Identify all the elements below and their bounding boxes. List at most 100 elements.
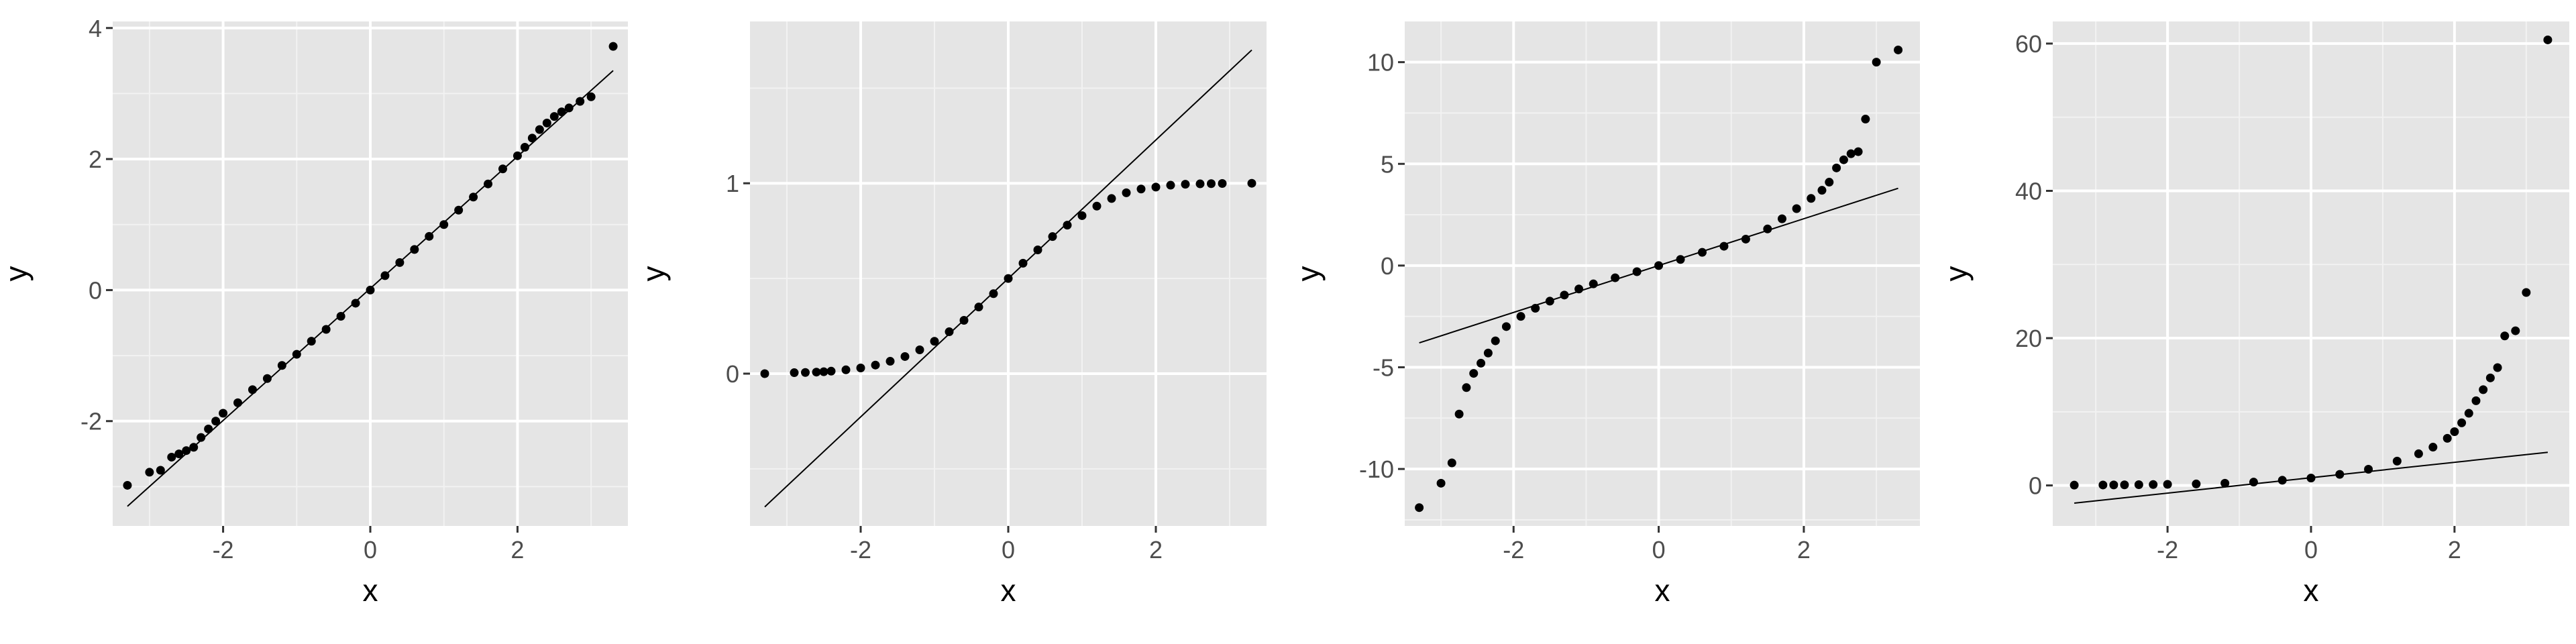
qq-point: [1491, 336, 1500, 345]
qq-point: [1483, 348, 1493, 358]
qq-point: [2098, 480, 2108, 490]
qq-point: [1719, 241, 1729, 251]
x-tick-label: 0: [364, 536, 377, 564]
qq-point: [760, 369, 769, 378]
qq-point: [1033, 246, 1042, 255]
qq-point: [801, 368, 810, 377]
qq-point: [336, 311, 345, 321]
qq-point: [989, 289, 998, 299]
qq-point: [1839, 155, 1848, 164]
qq-point: [2120, 480, 2129, 490]
qq-point: [1151, 182, 1161, 192]
qq-point: [1516, 312, 1525, 321]
qq-point: [826, 366, 836, 376]
qq-point: [454, 205, 464, 215]
qq-point: [930, 337, 939, 346]
y-tick-label: 0: [89, 276, 102, 304]
qq-point: [2471, 396, 2481, 405]
y-axis-title: y: [1939, 266, 1974, 282]
qq-points: [760, 178, 1256, 378]
qq-point: [2163, 480, 2172, 489]
qq-point: [219, 409, 228, 418]
qq-point: [292, 350, 301, 359]
qq-point: [156, 466, 165, 475]
qq-point: [366, 285, 375, 294]
x-tick-label: -2: [213, 536, 234, 564]
qq-point: [1207, 179, 1216, 189]
qq-point: [1654, 261, 1664, 270]
qq-point: [535, 125, 544, 134]
qq-point: [513, 151, 522, 160]
qq-point: [915, 345, 924, 355]
qq-point: [885, 357, 895, 366]
qq-point: [174, 449, 184, 459]
qq-point: [262, 374, 272, 383]
qq-point: [2109, 480, 2118, 490]
qq-point: [2450, 427, 2459, 436]
qq-point: [277, 361, 286, 370]
qq-point: [1247, 178, 1256, 188]
qq-point: [959, 316, 969, 325]
qq-point: [1136, 184, 1146, 194]
qq-point: [1574, 284, 1584, 294]
qq-point: [790, 368, 799, 378]
qq-point: [1048, 232, 1057, 241]
qq-point: [1807, 194, 1816, 203]
qq-point: [1447, 458, 1456, 468]
qq-point: [484, 179, 493, 189]
qq-point: [945, 327, 954, 337]
qq-plot-panel-3: -2 0 2 -10 -5 0 5 10 x y: [1291, 21, 1920, 608]
x-axis-title: x: [1655, 573, 1670, 608]
qq-point: [469, 193, 478, 202]
qq-point: [2414, 449, 2423, 458]
qq-point: [812, 368, 821, 377]
qq-point: [564, 103, 574, 113]
qq-point: [1611, 273, 1620, 282]
qq-point: [2500, 331, 2510, 341]
x-tick-label: 2: [2448, 536, 2461, 564]
qq-plot-panel-1: -2 0 2 -2 0 2 4 x y: [0, 15, 628, 608]
qq-point: [1218, 178, 1227, 188]
qq-point: [2306, 474, 2316, 483]
qq-plot-panel-2: -2 0 2 0 1 x y: [636, 21, 1267, 608]
y-tick-label: 2: [89, 146, 102, 173]
qq-point: [1792, 204, 1801, 213]
y-tick-label: 40: [2015, 177, 2042, 205]
qq-point: [527, 133, 537, 143]
qq-point: [1861, 115, 1870, 124]
qq-point: [2511, 326, 2520, 335]
qq-point: [1004, 274, 1013, 283]
y-axis-title: y: [636, 266, 671, 282]
qq-point: [974, 303, 983, 312]
qq-point: [2428, 443, 2438, 452]
qq-point: [1195, 179, 1205, 189]
qq-point: [2479, 385, 2488, 394]
qq-point: [2070, 480, 2079, 490]
qq-point: [1501, 322, 1511, 331]
qq-point: [2335, 470, 2345, 479]
qq-point: [1872, 58, 1881, 67]
qq-point: [576, 97, 585, 106]
qq-point: [841, 365, 851, 374]
x-axis-title: x: [1001, 573, 1016, 608]
qq-point: [1854, 147, 1863, 156]
qq-point: [1477, 358, 1486, 368]
qq-point: [1632, 267, 1642, 276]
qq-point: [248, 385, 257, 394]
qq-point: [425, 231, 434, 241]
qq-point: [2443, 433, 2452, 443]
qq-point: [1697, 248, 1707, 257]
qq-point: [395, 258, 405, 267]
qq-point: [1825, 178, 1834, 187]
qq-point: [439, 220, 449, 229]
qq-point: [1107, 194, 1116, 203]
qq-point: [1846, 149, 1856, 158]
qq-point: [1092, 201, 1102, 211]
qq-point: [498, 164, 507, 174]
qq-point: [557, 107, 566, 117]
qq-point: [549, 112, 559, 121]
x-axis-title: x: [2304, 573, 2319, 608]
